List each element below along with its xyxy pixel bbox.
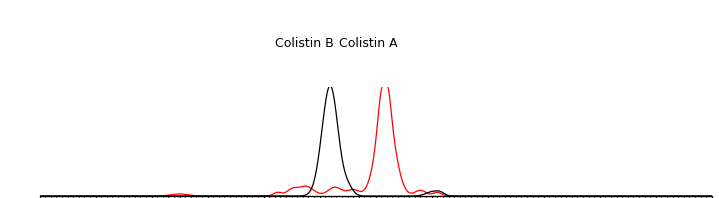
Text: Colistin A: Colistin A — [339, 37, 398, 50]
Text: Colistin B: Colistin B — [275, 37, 334, 50]
